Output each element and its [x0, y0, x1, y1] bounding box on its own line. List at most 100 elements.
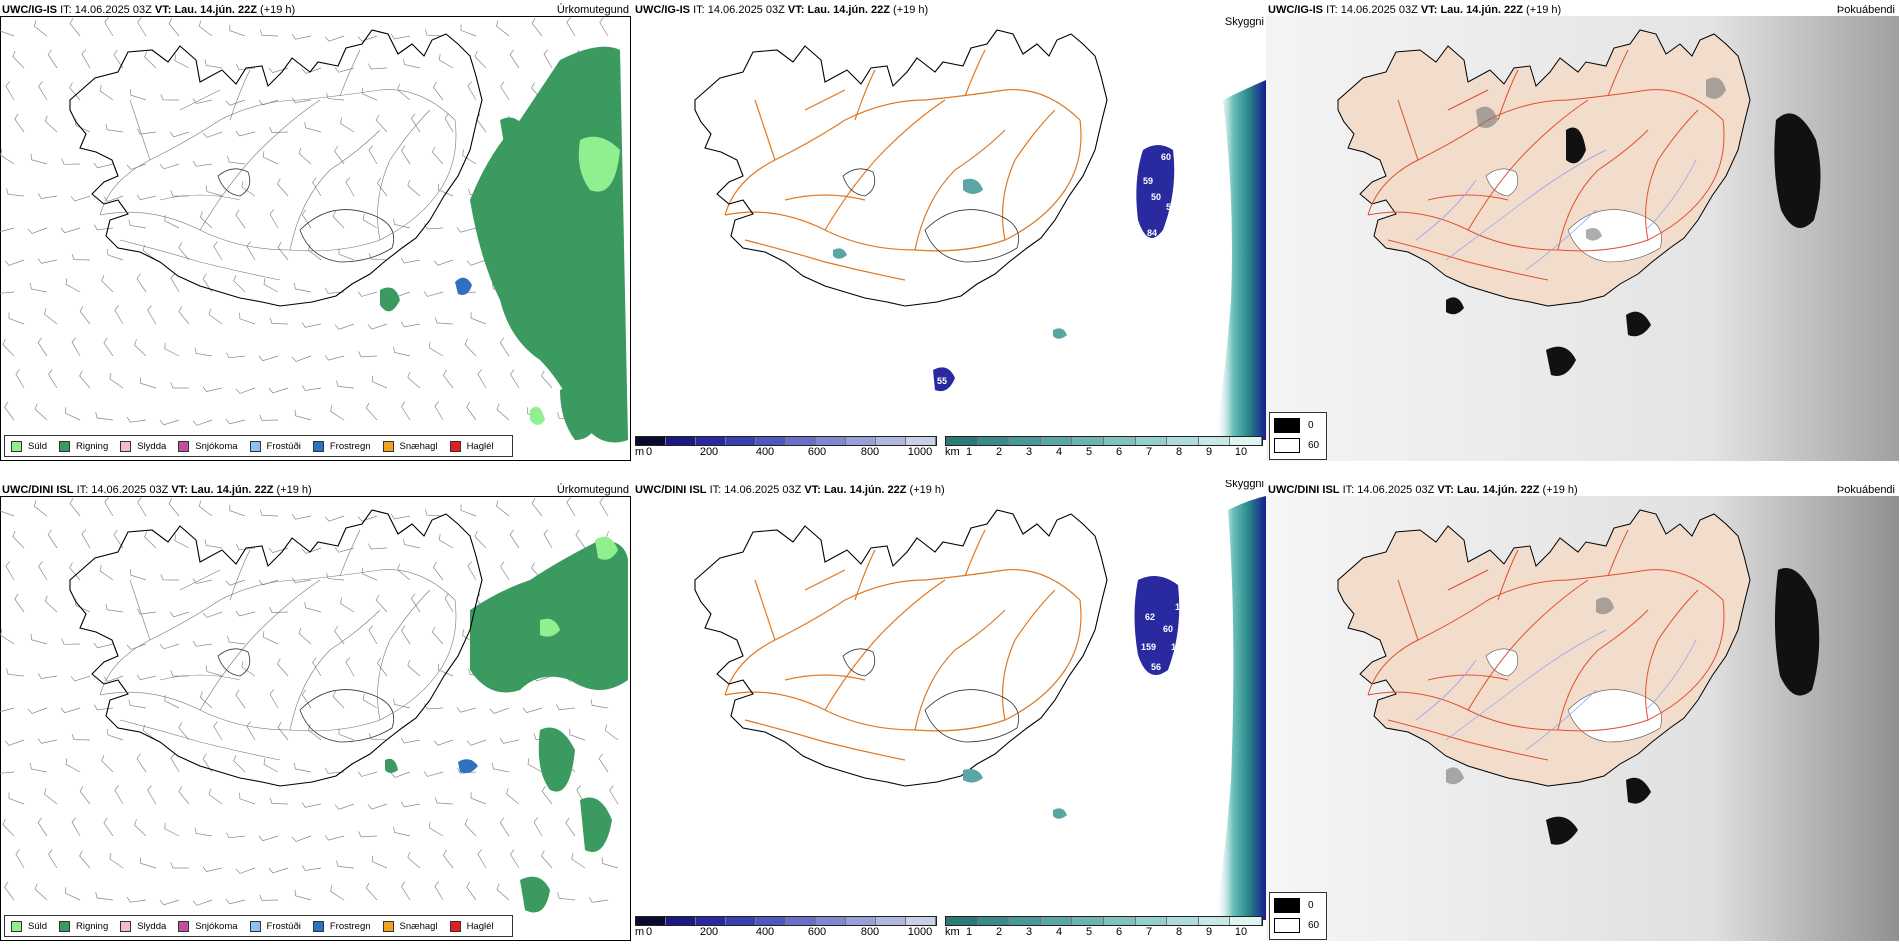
- legend-label: Rigning: [76, 440, 109, 452]
- wind-barb: [128, 219, 147, 229]
- ceiling-colorbar: m 0 200 400 600 800 1000: [635, 916, 937, 939]
- lead-time: (+19 h): [893, 4, 929, 16]
- wind-barb: [334, 145, 345, 165]
- wind-barb: [325, 287, 345, 294]
- ceiling-value-label: 51: [1166, 202, 1176, 212]
- river-lines: [1415, 149, 1697, 271]
- colorbar-unit: km: [945, 926, 960, 938]
- wind-barb: [204, 539, 223, 549]
- wind-barb: [601, 857, 619, 869]
- wind-barb: [93, 642, 114, 649]
- wind-barb: [407, 371, 421, 389]
- colorbar-tick: 8: [1175, 926, 1183, 938]
- wind-barb: [393, 826, 411, 837]
- wind-barb: [202, 386, 223, 392]
- precip-map: [0, 497, 628, 913]
- wind-barb: [43, 788, 58, 805]
- ceiling-panel-row2: UWC/DINI ISL IT: 14.06.2025 03Z VT: Lau.…: [633, 480, 1266, 948]
- wind-barb: [144, 531, 157, 549]
- wind-barb: [44, 115, 58, 133]
- wind-barb: [225, 99, 246, 106]
- fog-grey-areas: [1476, 77, 1726, 241]
- wind-barb: [407, 179, 421, 197]
- wind-barb: [164, 694, 180, 709]
- wind-barb: [506, 788, 520, 805]
- wind-barb: [334, 625, 345, 645]
- low-ceiling-areas: [933, 145, 1175, 392]
- panel-header: UWC/IG-IS IT: 14.06.2025 03Z VT: Lau. 14…: [635, 4, 928, 16]
- wind-barb: [61, 158, 81, 165]
- wind-barb: [126, 416, 147, 423]
- wind-barb: [60, 227, 81, 234]
- wind-barb: [268, 67, 289, 74]
- wind-barb: [334, 323, 355, 330]
- wind-barb: [164, 822, 180, 837]
- colorbar-tick: 0: [645, 926, 653, 938]
- wind-barb: [277, 722, 289, 741]
- wind-barb: [474, 530, 487, 549]
- wind-barb: [130, 569, 147, 581]
- wind-barb: [294, 889, 312, 901]
- wind-barb: [65, 407, 81, 421]
- wind-barb: [401, 401, 411, 421]
- wind-barb: [159, 643, 180, 650]
- wind-barb: [105, 603, 124, 613]
- wind-barb: [365, 402, 378, 421]
- wind-barb: [71, 817, 81, 837]
- wind-barb: [340, 117, 355, 133]
- legend-swatch: [249, 440, 261, 452]
- wind-barb: [590, 699, 609, 709]
- wind-barb: [139, 377, 157, 389]
- wind-barb: [164, 342, 180, 357]
- colorbar-tick: 1: [965, 926, 973, 938]
- wind-barb: [358, 831, 378, 838]
- wind-barb: [466, 881, 477, 901]
- wind-barb: [466, 401, 477, 421]
- panel-title: Þokuábendi: [1836, 4, 1895, 16]
- fog-legend-row: 0: [1274, 898, 1322, 913]
- map-frame: [0, 16, 631, 461]
- wind-barb: [407, 659, 421, 677]
- wind-barb: [499, 817, 510, 837]
- wind-barb: [345, 657, 355, 677]
- ceiling-map: 60 50 51 59 84 55: [694, 29, 1266, 440]
- wind-barb: [375, 114, 388, 133]
- wind-barb: [470, 792, 487, 805]
- legend-label: Slydda: [137, 440, 167, 452]
- wind-barb: [225, 579, 246, 586]
- wind-barb: [71, 253, 91, 261]
- wind-barb: [47, 529, 58, 549]
- wind-barb: [460, 504, 477, 517]
- wind-barb: [144, 51, 157, 69]
- colorbar-tick: 2: [995, 926, 1003, 938]
- map-frame: [0, 496, 631, 941]
- wind-barb: [113, 49, 124, 69]
- wind-barb: [30, 633, 48, 645]
- legend-item: Rigning: [59, 440, 109, 452]
- wind-barb: [400, 145, 411, 165]
- wind-barb: [168, 18, 180, 37]
- it-value: 14.06.2025 03Z: [91, 484, 169, 496]
- wind-barb: [4, 739, 25, 746]
- model-name: UWC/IG-IS: [635, 4, 690, 16]
- panel-header: UWC/DINI ISL IT: 14.06.2025 03Z VT: Lau.…: [635, 484, 945, 496]
- wind-barb: [604, 724, 619, 741]
- vt-value: Lau. 14.jún. 22Z: [807, 4, 890, 16]
- wind-barb: [434, 317, 454, 325]
- wind-barb: [192, 578, 213, 584]
- wind-barb: [298, 627, 312, 645]
- wind-barb: [0, 771, 15, 774]
- fog-grey-areas: [1446, 597, 1614, 785]
- wind-barb: [368, 543, 388, 550]
- wind-barb: [358, 351, 378, 358]
- wind-barb: [330, 405, 345, 421]
- legend-swatch: [1274, 438, 1300, 453]
- wind-barb: [47, 49, 58, 69]
- wind-barb: [407, 851, 421, 869]
- wind-barb: [95, 892, 114, 901]
- wind-barb: [489, 707, 510, 714]
- legend-label: 60: [1308, 440, 1320, 451]
- fog-dark-areas: [1446, 113, 1821, 376]
- legend-item: Rigning: [59, 920, 108, 932]
- lead-time: (+19 h): [909, 484, 945, 496]
